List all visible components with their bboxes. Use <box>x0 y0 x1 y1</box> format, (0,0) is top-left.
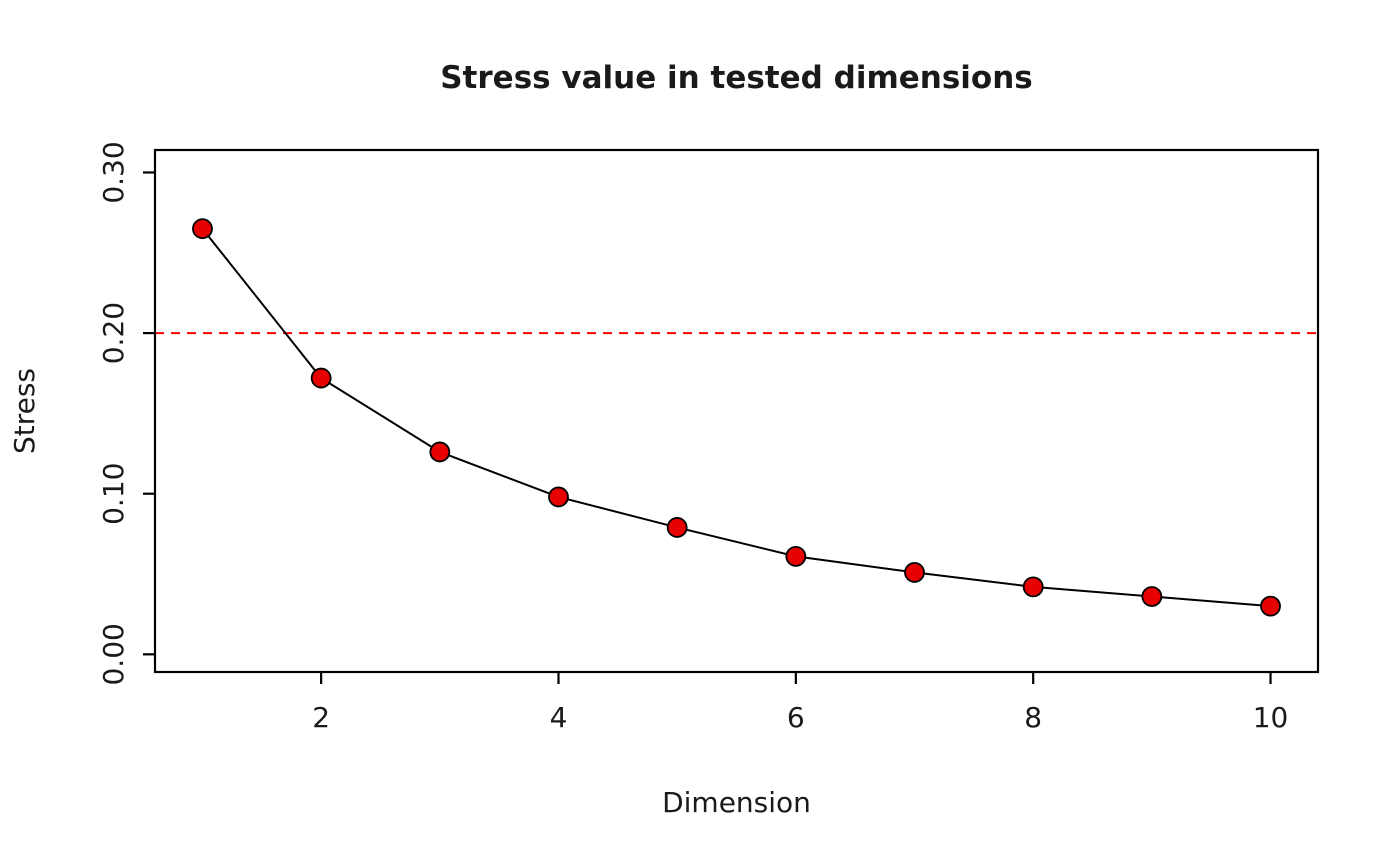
x-tick-label: 10 <box>1253 701 1289 734</box>
chart-title: Stress value in tested dimensions <box>440 60 1033 96</box>
data-point <box>310 367 332 389</box>
data-point <box>192 218 213 240</box>
y-axis-label: Stress <box>8 367 41 455</box>
x-tick-label: 2 <box>312 701 330 734</box>
y-tick-label: 0.20 <box>97 302 130 364</box>
data-point <box>1260 595 1281 617</box>
data-point <box>904 562 925 583</box>
y-tick-label: 0.30 <box>97 141 130 203</box>
x-tick-label: 8 <box>1024 701 1042 734</box>
y-tick-label: 0.00 <box>97 623 130 685</box>
data-point <box>1141 586 1163 607</box>
data-point <box>785 545 807 567</box>
x-axis-label: Dimension <box>662 786 811 819</box>
plot-box <box>153 148 1320 674</box>
series-line <box>201 228 1271 608</box>
data-point <box>666 517 688 538</box>
data-point <box>548 486 569 508</box>
y-tick-label: 0.10 <box>97 463 130 525</box>
x-tick-label: 6 <box>787 701 805 734</box>
x-tick-label: 4 <box>550 701 568 734</box>
data-point <box>429 441 451 463</box>
data-point <box>1022 576 1044 598</box>
